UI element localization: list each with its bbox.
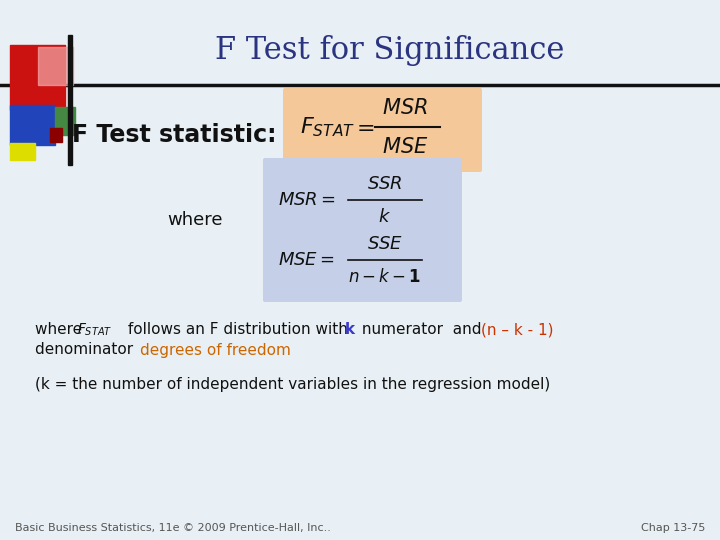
Text: $\mathit{F}_{\mathit{STAT}}$: $\mathit{F}_{\mathit{STAT}}$: [300, 115, 356, 139]
Text: where: where: [35, 322, 87, 338]
Text: F Test for Significance: F Test for Significance: [215, 35, 564, 65]
Text: F Test statistic:: F Test statistic:: [72, 123, 276, 147]
Bar: [68, 35, 72, 165]
Bar: [10, 143, 35, 160]
Text: $=$: $=$: [352, 116, 374, 138]
Text: $n-k-\mathbf{1}$: $n-k-\mathbf{1}$: [348, 268, 422, 286]
Text: $\mathit{MSR}$: $\mathit{MSR}$: [382, 98, 428, 118]
Text: $F_{STAT}$: $F_{STAT}$: [77, 322, 112, 338]
Bar: [55, 107, 75, 135]
Bar: [50, 128, 62, 142]
Text: where: where: [167, 211, 222, 229]
Text: $\mathit{MSR} =$: $\mathit{MSR} =$: [278, 191, 336, 209]
Bar: [10, 45, 65, 110]
FancyBboxPatch shape: [263, 158, 462, 302]
FancyBboxPatch shape: [283, 88, 482, 172]
Text: (n – k - 1): (n – k - 1): [481, 322, 554, 338]
Text: follows an F distribution with: follows an F distribution with: [123, 322, 353, 338]
Text: $\mathit{MSE} =$: $\mathit{MSE} =$: [278, 251, 335, 269]
Text: $\mathit{k}$: $\mathit{k}$: [379, 208, 392, 226]
Text: $\mathit{SSE}$: $\mathit{SSE}$: [367, 235, 403, 253]
Text: denominator: denominator: [35, 342, 138, 357]
Text: Chap 13-75: Chap 13-75: [641, 523, 705, 533]
Text: numerator  and: numerator and: [357, 322, 487, 338]
Text: (k = the number of independent variables in the regression model): (k = the number of independent variables…: [35, 377, 550, 393]
Text: $\mathit{SSR}$: $\mathit{SSR}$: [367, 175, 402, 193]
Text: Basic Business Statistics, 11e © 2009 Prentice-Hall, Inc..: Basic Business Statistics, 11e © 2009 Pr…: [15, 523, 331, 533]
Bar: [10, 105, 55, 145]
Text: k: k: [345, 322, 355, 338]
Text: degrees of freedom: degrees of freedom: [140, 342, 291, 357]
Bar: [38, 47, 73, 85]
Text: $\mathit{MSE}$: $\mathit{MSE}$: [382, 137, 428, 157]
